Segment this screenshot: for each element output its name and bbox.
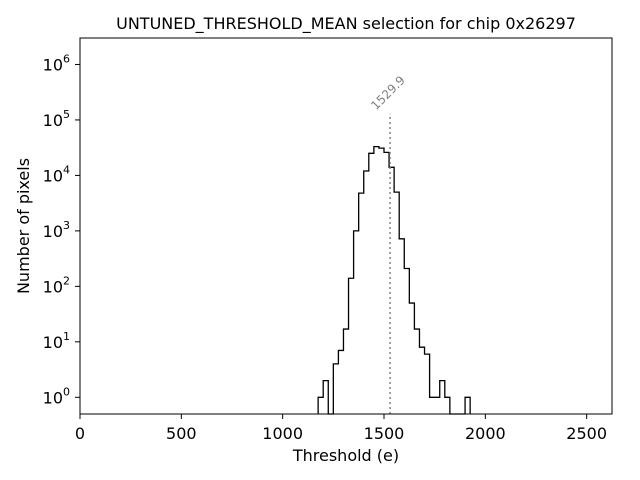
histogram-step-line [317, 145, 471, 415]
chart-title: UNTUNED_THRESHOLD_MEAN selection for chi… [116, 14, 576, 34]
y-axis-label: Number of pixels [14, 158, 33, 294]
plot-frame [79, 37, 613, 415]
y-tick-label: 103 [43, 219, 70, 241]
x-axis-label: Threshold (e) [292, 446, 399, 465]
x-tick-label: 2500 [566, 424, 607, 443]
y-tick-label: 105 [43, 108, 70, 130]
y-tick-label: 104 [43, 163, 70, 185]
x-tick-label: 2000 [465, 424, 506, 443]
y-tick-label: 106 [43, 52, 70, 74]
y-tick-label: 100 [43, 385, 70, 407]
x-tick-label: 1000 [262, 424, 303, 443]
y-tick-label: 102 [43, 274, 70, 296]
x-tick-label: 1500 [364, 424, 405, 443]
x-tick-label: 500 [166, 424, 197, 443]
x-axis-ticks: 0 500 1000 1500 2000 2500 [75, 414, 607, 443]
y-tick-label: 101 [43, 330, 70, 352]
x-tick-label: 0 [75, 424, 85, 443]
y-axis-ticks: 100 101 102 103 104 105 106 [43, 52, 80, 407]
